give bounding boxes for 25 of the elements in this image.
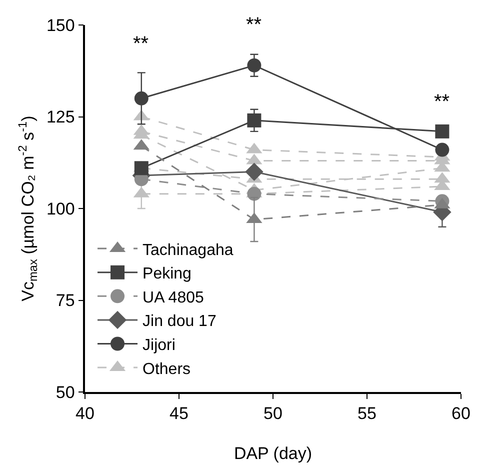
y-tick-label: 75 <box>56 291 75 310</box>
annotation: ** <box>246 14 262 36</box>
x-tick-label: 50 <box>264 404 282 424</box>
legend-label: Others <box>142 360 191 378</box>
y-tick-label: 125 <box>46 108 75 127</box>
legend-label: Jin dou 17 <box>142 313 216 330</box>
y-tick-label: 100 <box>46 199 75 218</box>
x-tick-label: 55 <box>358 404 376 424</box>
point <box>435 142 450 157</box>
point <box>435 124 450 138</box>
point <box>247 113 262 128</box>
legend-label: Jijori <box>142 337 176 354</box>
x-tick-label: 40 <box>76 404 94 424</box>
legend-label: Tachinagaha <box>142 242 234 259</box>
point <box>247 58 262 72</box>
legend-label: UA 4805 <box>142 289 204 306</box>
x-tick-label: 60 <box>452 404 470 424</box>
x-axis-title: DAP (day) <box>234 444 312 464</box>
point <box>134 91 148 106</box>
y-tick-label: 50 <box>56 382 75 402</box>
annotation: ** <box>133 33 149 55</box>
annotation: ** <box>434 91 450 113</box>
legend-label: Peking <box>142 266 192 283</box>
y-tick-label: 150 <box>46 16 75 35</box>
x-tick-label: 45 <box>170 404 188 424</box>
